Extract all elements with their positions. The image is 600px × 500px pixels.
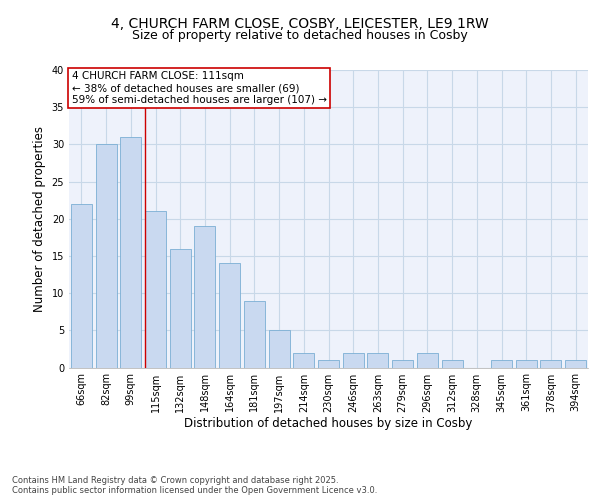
Bar — [293, 352, 314, 368]
Bar — [318, 360, 339, 368]
Bar — [269, 330, 290, 368]
Bar — [417, 352, 438, 368]
Bar — [343, 352, 364, 368]
Bar — [516, 360, 537, 368]
Bar — [392, 360, 413, 368]
Bar — [95, 144, 116, 368]
Bar — [565, 360, 586, 368]
Bar — [120, 137, 141, 368]
Bar — [170, 248, 191, 368]
Bar — [244, 300, 265, 368]
Y-axis label: Number of detached properties: Number of detached properties — [33, 126, 46, 312]
Bar — [541, 360, 562, 368]
Bar — [219, 264, 240, 368]
Bar — [71, 204, 92, 368]
Bar — [145, 212, 166, 368]
Bar — [442, 360, 463, 368]
Bar — [367, 352, 388, 368]
Text: Size of property relative to detached houses in Cosby: Size of property relative to detached ho… — [132, 29, 468, 42]
Text: 4 CHURCH FARM CLOSE: 111sqm
← 38% of detached houses are smaller (69)
59% of sem: 4 CHURCH FARM CLOSE: 111sqm ← 38% of det… — [71, 72, 326, 104]
X-axis label: Distribution of detached houses by size in Cosby: Distribution of detached houses by size … — [184, 418, 473, 430]
Bar — [491, 360, 512, 368]
Bar — [194, 226, 215, 368]
Text: Contains HM Land Registry data © Crown copyright and database right 2025.
Contai: Contains HM Land Registry data © Crown c… — [12, 476, 377, 495]
Text: 4, CHURCH FARM CLOSE, COSBY, LEICESTER, LE9 1RW: 4, CHURCH FARM CLOSE, COSBY, LEICESTER, … — [111, 18, 489, 32]
